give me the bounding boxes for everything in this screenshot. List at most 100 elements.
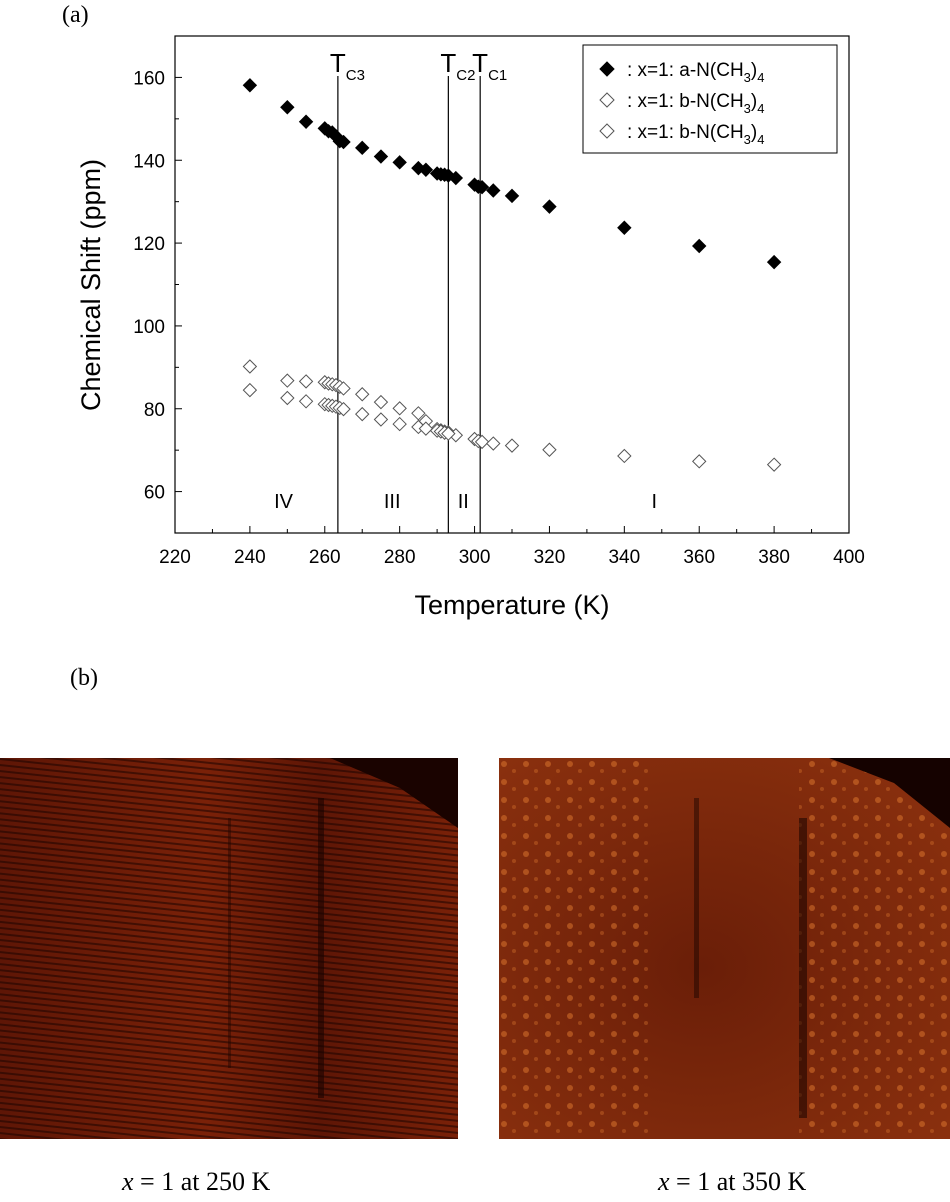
series-1-point — [392, 401, 407, 416]
caption-350k-text: = 1 at 350 K — [669, 1167, 807, 1196]
series-0-point — [486, 183, 501, 198]
legend-main: : x=1: a-N(CH — [627, 60, 744, 81]
series-0-point — [336, 134, 351, 150]
x-tick-label: 360 — [683, 547, 715, 568]
y-tick-label: 60 — [144, 483, 165, 504]
series-2-point — [298, 394, 314, 409]
legend-sub: 3 — [744, 101, 751, 116]
legend-main: : x=1: b-N(CH — [627, 91, 744, 112]
legend-tail: ) — [751, 60, 757, 81]
series-0-point — [418, 162, 434, 177]
y-tick-label: 160 — [133, 68, 165, 89]
series-1-point — [617, 448, 632, 464]
phase-label: IV — [274, 491, 294, 513]
panel-a-label: (a) — [62, 2, 89, 28]
legend-box — [582, 44, 838, 154]
series-1-point — [298, 374, 314, 389]
x-tick-label: 320 — [534, 547, 566, 568]
series-0-point — [542, 199, 557, 214]
series-1-point — [486, 436, 501, 451]
series-2-point — [373, 412, 389, 427]
legend: : x=1: a-N(CH3)4: x=1: b-N(CH3)4: x=1: b… — [582, 44, 838, 154]
x-tick-label: 300 — [459, 547, 491, 568]
legend-entry-1: : x=1: b-N(CH3)4 — [627, 91, 764, 116]
x-tick-label: 340 — [608, 547, 640, 568]
phase-label: I — [652, 491, 658, 513]
series-0-point — [617, 220, 632, 235]
phase-label: II — [458, 491, 469, 513]
series-0-point — [766, 254, 782, 270]
series-1-point — [766, 457, 782, 472]
micrograph-250k — [0, 758, 458, 1139]
legend-main: : x=1: b-N(CH — [627, 122, 744, 143]
y-tick-label: 140 — [133, 151, 165, 172]
transition-label: TC2 — [440, 48, 475, 84]
data-marks — [242, 78, 782, 472]
x-tick-label: 220 — [159, 547, 191, 568]
chemical-shift-chart: 220 240 260 280 300 320 340 360 380 400 60 80 100 120… — [76, 35, 865, 620]
series-1-point — [504, 438, 520, 453]
phase-label: III — [384, 491, 401, 513]
series-1-point — [373, 394, 389, 410]
legend-marker — [599, 61, 615, 77]
series-1-point — [280, 373, 295, 388]
x-tick-label: 240 — [234, 547, 266, 568]
y-tick-label: 120 — [133, 234, 165, 255]
caption-250k-text: = 1 at 250 K — [133, 1167, 271, 1196]
series-2-point — [242, 382, 258, 398]
series-2-point — [441, 426, 456, 441]
caption-250k-var: x — [122, 1167, 134, 1196]
transition-label: TC3 — [330, 48, 365, 84]
legend-entry-2: : x=1: b-N(CH3)4 — [627, 122, 764, 147]
series-2-point — [355, 406, 370, 422]
transition-sub: C2 — [456, 67, 475, 84]
y-axis-label: Chemical Shift (ppm) — [76, 159, 106, 411]
y-tick-label: 80 — [144, 400, 165, 421]
x-tick-label: 260 — [309, 547, 341, 568]
series-2-point — [392, 416, 407, 432]
legend-sub: 3 — [744, 132, 751, 147]
caption-350k-var: x — [658, 1167, 670, 1196]
series-0-point — [280, 100, 295, 115]
caption-350k: x = 1 at 350 K — [658, 1167, 806, 1197]
series-2-point — [280, 390, 295, 406]
series-1-point — [336, 381, 351, 396]
transition-sub: C1 — [488, 67, 507, 84]
y-tick-label: 100 — [133, 317, 165, 338]
legend-sub2: 4 — [757, 70, 764, 85]
series-1-point — [474, 434, 490, 450]
legend-marker — [599, 123, 615, 139]
x-tick-label: 400 — [833, 547, 865, 568]
series-1-point — [242, 359, 258, 374]
x-tick-label: 380 — [758, 547, 790, 568]
x-tick-label: 280 — [384, 547, 416, 568]
series-0-point — [504, 188, 520, 204]
panel-b-label: (b) — [70, 665, 98, 691]
series-1-point — [692, 454, 707, 469]
series-0-point — [692, 238, 707, 254]
legend-tail: ) — [751, 122, 757, 143]
series-1-point — [542, 442, 557, 457]
transition-label: TC1 — [472, 48, 507, 84]
legend-marker — [599, 92, 615, 108]
series-0-point — [242, 78, 258, 93]
legend-sub2: 4 — [757, 101, 764, 116]
legend-sub: 3 — [744, 70, 751, 85]
axes-layer: 220 240 260 280 300 320 340 360 380 400 60 80 100 120… — [133, 35, 865, 568]
legend-entry-0: : x=1: a-N(CH3)4 — [627, 60, 764, 85]
series-2-point — [418, 421, 434, 436]
x-axis-label: Temperature (K) — [414, 590, 609, 620]
series-0-point — [298, 114, 314, 129]
transition-sub: C3 — [346, 67, 365, 84]
series-0-point — [355, 140, 370, 156]
series-2-point — [336, 401, 351, 417]
series-0-point — [448, 170, 464, 186]
caption-250k: x = 1 at 250 K — [122, 1167, 270, 1197]
series-1-point — [355, 387, 370, 402]
series-0-point — [392, 155, 407, 170]
legend-tail: ) — [751, 91, 757, 112]
series-0-point — [373, 149, 389, 164]
series-0-point — [474, 179, 490, 195]
legend-sub2: 4 — [757, 132, 764, 147]
micrograph-350k — [499, 758, 950, 1139]
